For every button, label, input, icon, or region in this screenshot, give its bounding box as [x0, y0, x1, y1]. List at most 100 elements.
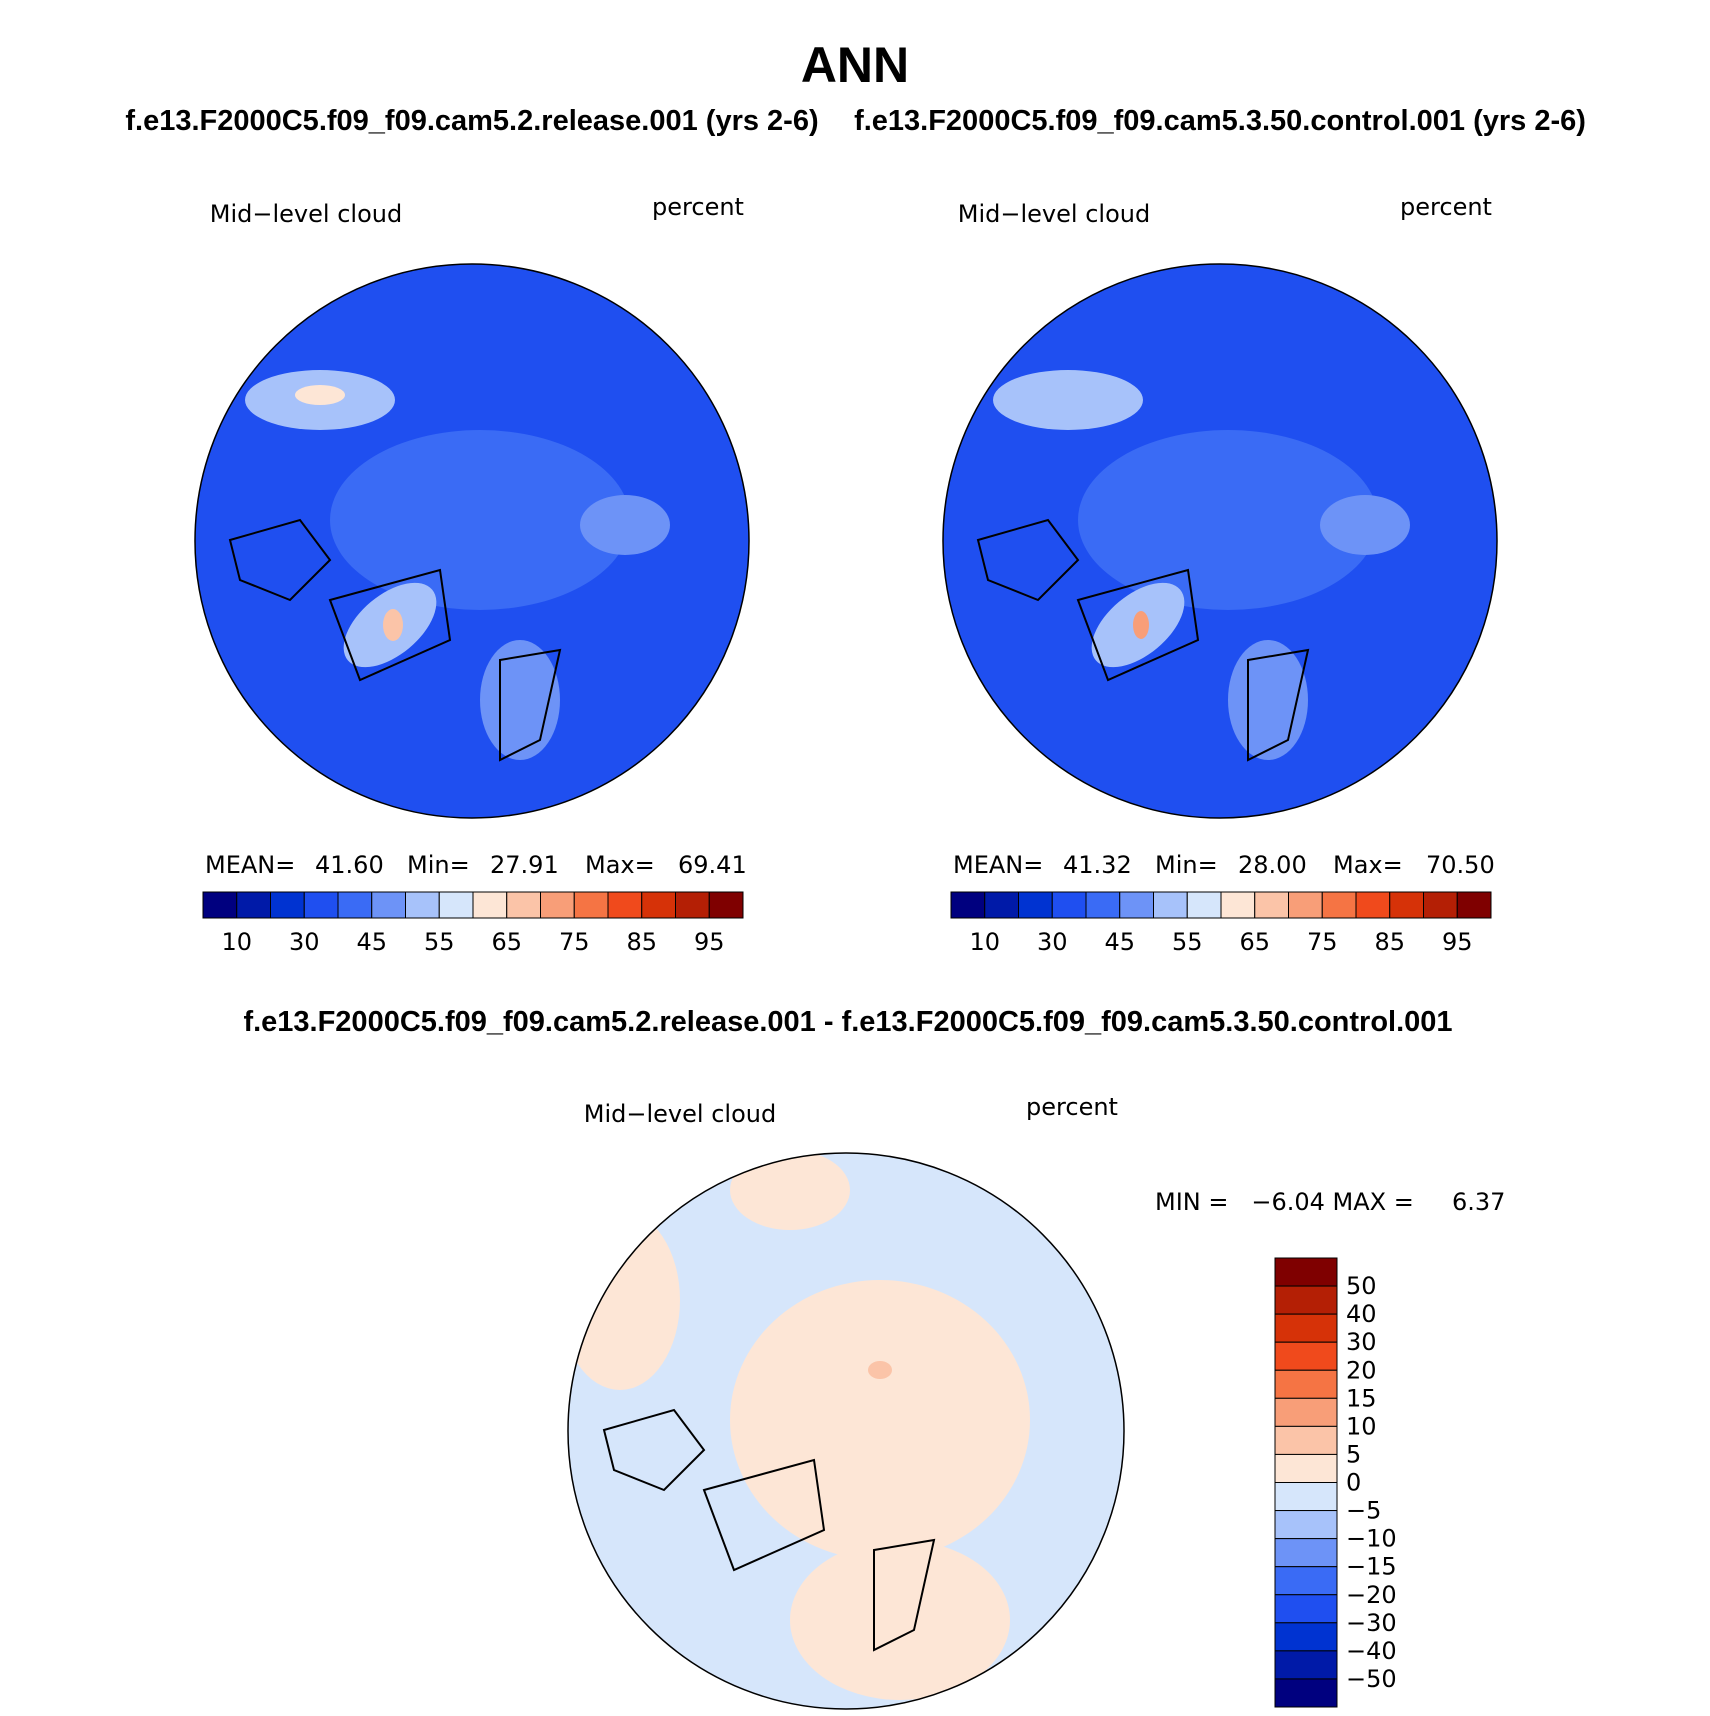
stat: Max= [585, 851, 655, 879]
colorbar-box [405, 891, 440, 919]
colorbar-label: 85 [626, 928, 657, 956]
colorbar-box [1274, 1341, 1338, 1371]
colorbar-label: 30 [289, 928, 320, 956]
colorbar-box [1423, 891, 1458, 919]
colorbar-label: 85 [1374, 928, 1405, 956]
colorbar-label: 55 [1172, 928, 1203, 956]
colorbar-box [1274, 1482, 1338, 1512]
colorbar-box [1274, 1285, 1338, 1315]
colorbar-box [236, 891, 271, 919]
variable-label: Mid−level cloud [210, 200, 402, 228]
colorbar-box [1274, 1425, 1338, 1455]
colorbar-label: −10 [1346, 1525, 1397, 1553]
colorbar-box [1051, 891, 1087, 919]
colorbar-box [1288, 891, 1323, 919]
colorbar-label: 45 [356, 928, 387, 956]
colorbar-box [1274, 1313, 1338, 1343]
colorbar-label: 45 [1104, 928, 1135, 956]
colorbar-box [1456, 891, 1492, 919]
stat: Min= [407, 851, 470, 879]
colorbar-box [472, 891, 508, 919]
colorbar-box [1119, 891, 1154, 919]
colorbar-label: 75 [559, 928, 590, 956]
colorbar-box [1018, 891, 1053, 919]
colorbar-box [540, 891, 575, 919]
colorbar-box [202, 891, 238, 919]
colorbar-label: 65 [491, 928, 522, 956]
colorbar-box [1220, 891, 1256, 919]
colorbar-box [1274, 1594, 1338, 1624]
colorbar-box [950, 891, 986, 919]
stat: 41.60 [315, 851, 384, 879]
colorbar-label: 95 [1442, 928, 1473, 956]
colorbar-label: 5 [1346, 1440, 1361, 1468]
colorbar-box [573, 891, 609, 919]
colorbar-label: 30 [1346, 1328, 1377, 1356]
colorbar-box [337, 891, 373, 919]
colorbar-box [270, 891, 305, 919]
stat: MIN = −6.04 MAX = 6.37 [1155, 1188, 1505, 1216]
colorbar-label: 55 [424, 928, 455, 956]
colorbar-label: 95 [694, 928, 725, 956]
figure-title: ANN [801, 37, 909, 93]
diff-title: f.e13.F2000C5.f09_f09.cam5.2.release.001… [243, 1006, 1452, 1038]
colorbar-box [1321, 891, 1357, 919]
colorbar-label: −50 [1346, 1665, 1397, 1693]
colorbar-box [1274, 1510, 1338, 1540]
stat: MEAN= [953, 851, 1043, 879]
colorbar-label: 0 [1346, 1469, 1361, 1497]
colorbar-label: 20 [1346, 1356, 1377, 1384]
stat: 70.50 [1426, 851, 1495, 879]
colorbar-label: −30 [1346, 1609, 1397, 1637]
colorbar-box [675, 891, 710, 919]
case-title: f.e13.F2000C5.f09_f09.cam5.3.50.control.… [854, 105, 1586, 137]
colorbar-box [303, 891, 339, 919]
variable-label: Mid−level cloud [584, 1100, 776, 1128]
colorbar-box [371, 891, 406, 919]
colorbar-label: 75 [1307, 928, 1338, 956]
colorbar-label: 50 [1346, 1272, 1377, 1300]
colorbar-label: −40 [1346, 1637, 1397, 1665]
stat: 69.41 [678, 851, 747, 879]
colorbar-box [1355, 891, 1391, 919]
colorbar-box [1085, 891, 1121, 919]
colorbar-box [1274, 1453, 1338, 1483]
map [943, 264, 1497, 818]
colorbar-box [1274, 1622, 1338, 1652]
colorbar-label: −20 [1346, 1581, 1397, 1609]
colorbar-box [1274, 1678, 1338, 1708]
stat: Max= [1333, 851, 1403, 879]
stat: 27.91 [490, 851, 559, 879]
colorbar-label: 40 [1346, 1300, 1377, 1328]
colorbar-label: −15 [1346, 1553, 1397, 1581]
stat: MEAN= [205, 851, 295, 879]
colorbar-label: 10 [969, 928, 1000, 956]
stat: Min= [1155, 851, 1218, 879]
variable-label: Mid−level cloud [958, 200, 1150, 228]
colorbar-box [607, 891, 643, 919]
colorbar-box [506, 891, 541, 919]
stat: 41.32 [1063, 851, 1132, 879]
colorbar-box [641, 891, 676, 919]
case-title: f.e13.F2000C5.f09_f09.cam5.2.release.001… [125, 105, 818, 137]
colorbar-label: 30 [1037, 928, 1068, 956]
colorbar-label: −5 [1346, 1497, 1381, 1525]
colorbar-box [1274, 1369, 1338, 1399]
units-label: percent [652, 193, 744, 221]
colorbar-box [1389, 891, 1424, 919]
colorbar-label: 10 [221, 928, 252, 956]
colorbar-box [1274, 1538, 1338, 1568]
colorbar-box [1274, 1566, 1338, 1596]
colorbar-box [1274, 1650, 1338, 1680]
colorbar-label: 10 [1346, 1412, 1377, 1440]
colorbar-box [1274, 1257, 1338, 1287]
colorbar-box [1153, 891, 1188, 919]
colorbar-label: 65 [1239, 928, 1270, 956]
colorbar-label: 15 [1346, 1384, 1377, 1412]
colorbar-box [984, 891, 1019, 919]
colorbar-box [1254, 891, 1289, 919]
colorbar-box [438, 891, 474, 919]
colorbar-box [708, 891, 744, 919]
units-label: percent [1400, 193, 1492, 221]
